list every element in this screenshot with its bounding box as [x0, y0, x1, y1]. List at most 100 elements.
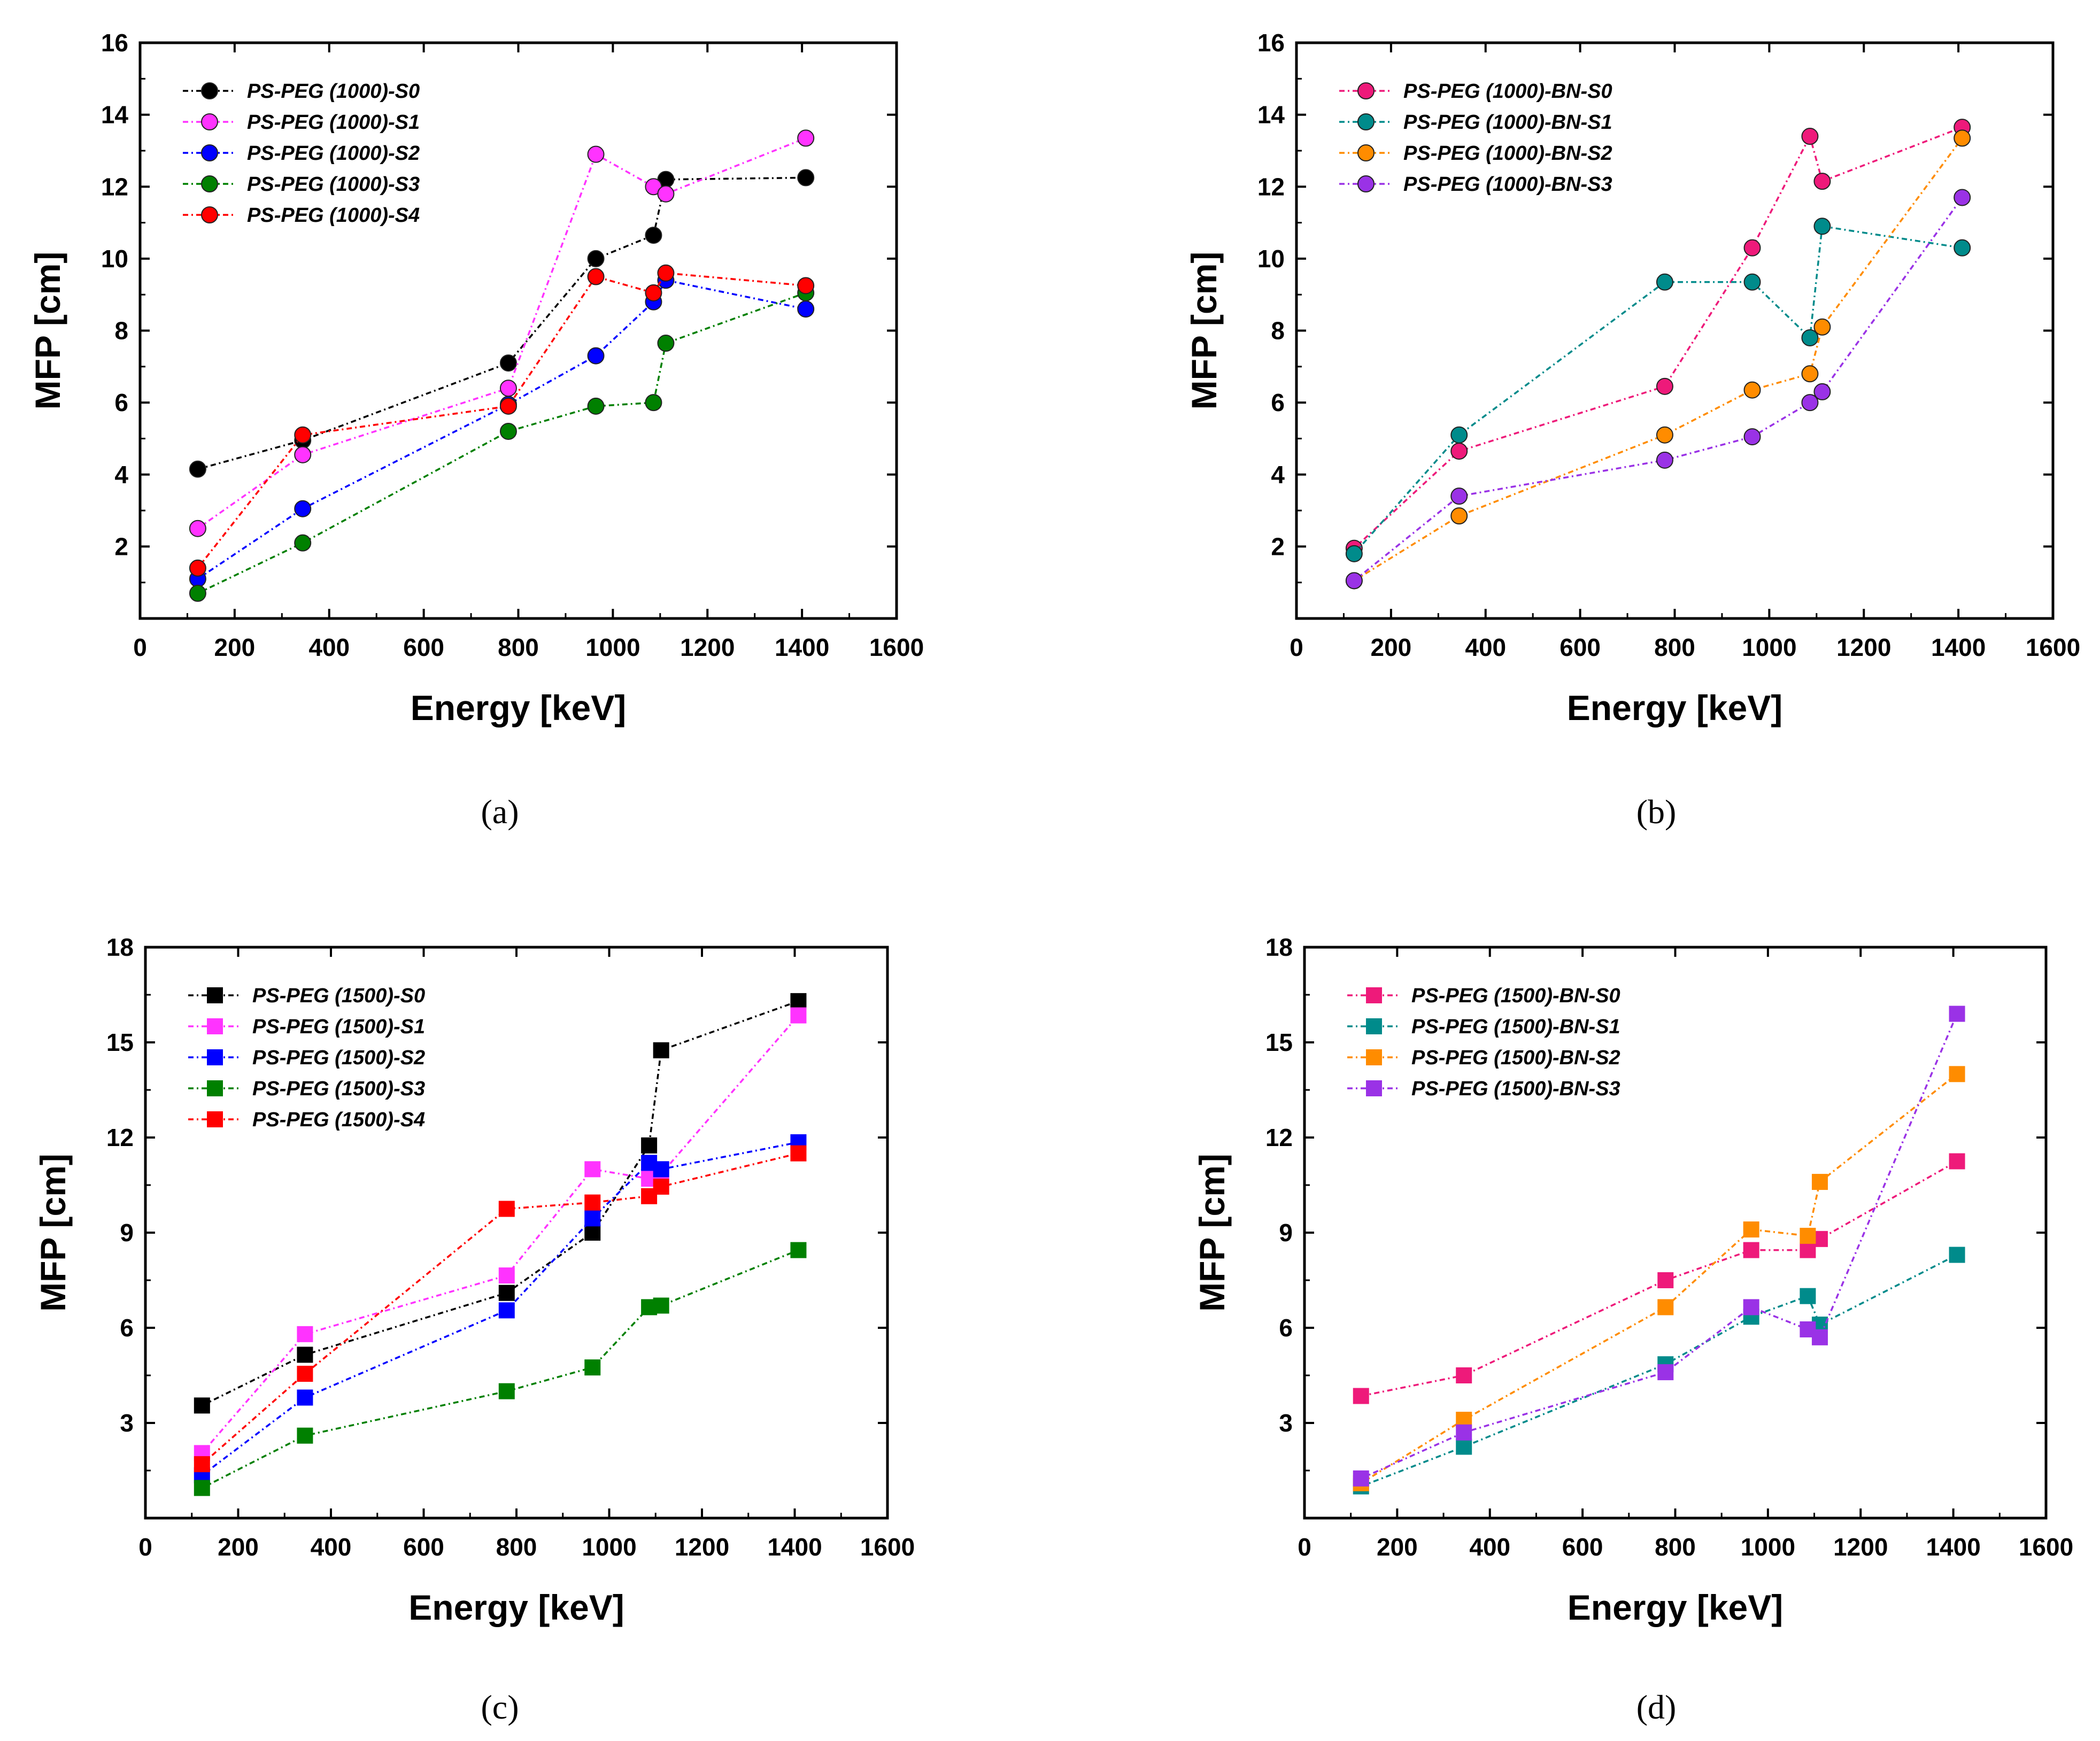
data-point [194, 1480, 210, 1496]
y-tick-label: 8 [1271, 317, 1285, 345]
data-point [645, 394, 662, 412]
legend-label: PS-PEG (1500)-S4 [252, 1109, 425, 1131]
x-tick-label: 400 [1465, 633, 1506, 661]
data-point [587, 397, 605, 415]
data-point [297, 1389, 313, 1406]
legend-label: PS-PEG (1500)-S2 [252, 1047, 425, 1069]
data-point [189, 584, 206, 602]
data-point [1800, 1227, 1816, 1244]
data-point [1949, 1005, 1965, 1022]
data-point [1743, 1221, 1759, 1238]
x-tick-label: 1000 [585, 633, 640, 661]
data-point [1743, 273, 1761, 291]
data-point [653, 1042, 669, 1058]
y-tick-label: 6 [120, 1314, 134, 1342]
legend-marker [201, 206, 218, 223]
data-point [499, 354, 517, 372]
x-tick-label: 1000 [1742, 633, 1796, 661]
data-point [1813, 218, 1831, 235]
x-tick-label: 400 [1469, 1533, 1510, 1561]
legend-label: PS-PEG (1000)-S4 [247, 204, 420, 227]
legend-marker [201, 113, 218, 130]
data-point [297, 1427, 313, 1444]
data-point [587, 347, 605, 365]
legend-marker [207, 1018, 223, 1034]
data-point [1813, 173, 1831, 190]
x-axis-title: Energy [keV] [1568, 1588, 1783, 1627]
y-tick-label: 9 [120, 1219, 134, 1247]
data-point [498, 1267, 515, 1284]
data-point [653, 1161, 669, 1178]
chart-panels: 0 200 400 600 800 1000 1200 1400 160024681012141… [28, 29, 2080, 1726]
data-point [1801, 329, 1819, 346]
data-point [790, 993, 807, 1009]
x-tick-label: 1000 [1741, 1533, 1795, 1561]
legend-marker [207, 1080, 223, 1096]
x-tick-label: 800 [498, 633, 539, 661]
data-point [790, 1145, 807, 1162]
data-point [797, 277, 815, 295]
y-tick-label: 2 [1271, 532, 1285, 560]
data-point [587, 145, 605, 163]
data-point [1954, 189, 1971, 206]
data-point [1743, 239, 1761, 257]
data-point [587, 268, 605, 285]
legend-marker [1366, 1080, 1382, 1096]
data-point [294, 446, 312, 463]
panel-caption: (a) [481, 793, 519, 831]
x-tick-label: 400 [311, 1533, 352, 1561]
y-tick-label: 16 [101, 29, 128, 57]
x-tick-label: 0 [133, 633, 147, 661]
y-tick-label: 4 [1271, 461, 1285, 489]
data-point [1743, 428, 1761, 446]
legend-label: PS-PEG (1000)-S1 [247, 111, 420, 134]
y-tick-label: 18 [1265, 933, 1293, 961]
data-point [797, 169, 815, 187]
data-point [294, 426, 312, 444]
y-tick-label: 14 [1257, 101, 1285, 129]
data-point [1656, 377, 1673, 395]
y-tick-label: 12 [1265, 1124, 1293, 1151]
x-tick-label: 1600 [860, 1533, 915, 1561]
data-point [657, 185, 675, 203]
x-axis-title: Energy [keV] [411, 688, 626, 728]
data-point [194, 1456, 210, 1473]
x-tick-label: 1400 [767, 1533, 822, 1561]
data-point [189, 520, 206, 537]
data-point [790, 1242, 807, 1258]
data-point [1813, 318, 1831, 336]
x-tick-label: 0 [1290, 633, 1303, 661]
data-point [1743, 381, 1761, 399]
x-tick-label: 600 [1562, 1533, 1603, 1561]
y-tick-label: 14 [101, 101, 129, 129]
data-point [584, 1225, 601, 1241]
x-tick-label: 1400 [775, 633, 829, 661]
data-point [1656, 273, 1673, 291]
legend-marker [1357, 113, 1375, 130]
data-point [498, 1383, 515, 1399]
data-point [1450, 507, 1468, 525]
data-point [657, 335, 675, 352]
data-point [1450, 426, 1468, 444]
data-point [297, 1366, 313, 1382]
data-point [297, 1347, 313, 1363]
data-point [584, 1359, 601, 1376]
data-point [653, 1297, 669, 1314]
x-tick-label: 1000 [582, 1533, 636, 1561]
chart-panel-d: 0 200 400 600 800 1000 1200 1400 1600 3 6 9 12 15 18 En… [1192, 933, 2073, 1726]
data-point [1743, 1242, 1759, 1258]
x-tick-label: 1200 [680, 633, 735, 661]
data-point [1949, 1066, 1965, 1082]
y-tick-label: 15 [106, 1028, 134, 1056]
data-point [1656, 451, 1673, 469]
x-tick-label: 600 [403, 633, 444, 661]
legend-marker [1357, 82, 1375, 99]
y-tick-label: 12 [101, 173, 128, 200]
legend-marker [1366, 1018, 1382, 1034]
data-point [294, 500, 312, 517]
data-point [1811, 1174, 1828, 1190]
x-tick-label: 0 [138, 1533, 152, 1561]
data-point [189, 460, 206, 478]
data-point [1801, 365, 1819, 383]
